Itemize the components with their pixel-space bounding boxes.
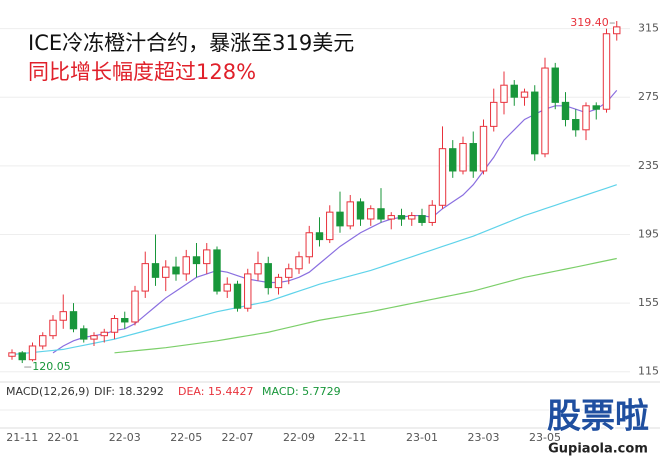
moving-average-line <box>11 184 617 356</box>
candle-body <box>151 263 160 278</box>
candle-body <box>356 201 365 220</box>
y-tick-label: 315 <box>638 22 659 35</box>
candle-body <box>49 319 57 337</box>
x-tick-label: 22-11 <box>334 431 366 444</box>
candle-body <box>59 311 67 321</box>
chart-title: ICE冷冻橙汁合约，暴涨至319美元 <box>28 31 354 55</box>
candle-body <box>100 331 108 337</box>
candle-body <box>182 256 190 275</box>
candle-body <box>69 311 78 330</box>
candle-body <box>305 232 313 258</box>
x-tick-label: 22-03 <box>109 431 141 444</box>
y-tick-label: 115 <box>638 365 659 378</box>
candle-body <box>346 201 354 227</box>
candle-body <box>172 266 180 275</box>
candle-body <box>500 84 508 103</box>
candle-body <box>213 249 221 292</box>
candle-body <box>479 125 488 172</box>
macd-dea: DEA: 15.4427 <box>178 385 253 398</box>
candle-body <box>285 268 293 278</box>
candle-body <box>244 273 252 309</box>
moving-average-line <box>114 257 617 354</box>
high-label: 319.40 <box>570 16 609 29</box>
candle-body <box>264 263 272 289</box>
candle-body <box>510 84 518 98</box>
watermark-brand: 股票啦 <box>547 397 649 437</box>
y-tick-label: 235 <box>638 159 659 172</box>
candle-body <box>490 101 498 127</box>
candle-body <box>449 148 457 172</box>
macd-title: MACD(12,26,9) <box>6 385 90 398</box>
candle-body <box>469 143 477 172</box>
x-tick-label: 21-11 <box>6 431 38 444</box>
candle-body <box>459 143 467 172</box>
y-tick-label: 155 <box>638 296 659 309</box>
candle-body <box>315 232 324 241</box>
macd-dif: DIF: 18.3292 <box>94 385 164 398</box>
candle-body <box>90 335 98 340</box>
candle-body <box>602 33 611 110</box>
candle-body <box>295 256 303 270</box>
candle-body <box>336 211 344 227</box>
candle-body <box>18 352 26 361</box>
candle-body <box>110 318 119 333</box>
low-label: 120.05 <box>32 360 71 373</box>
chart-subtitle: 同比增长幅度超过128% <box>28 60 256 84</box>
candle-body <box>8 352 16 357</box>
candle-body <box>551 67 559 103</box>
candle-body <box>438 148 447 206</box>
x-tick-label: 22-01 <box>47 431 79 444</box>
candle-body <box>326 211 334 241</box>
candle-body <box>520 91 529 98</box>
x-tick-label: 23-03 <box>468 431 500 444</box>
candle-body <box>613 26 621 35</box>
x-tick-label: 23-05 <box>529 431 561 444</box>
candle-body <box>377 208 385 220</box>
candle-body <box>572 119 580 131</box>
grid <box>0 28 630 373</box>
candle-body <box>28 345 37 361</box>
y-tick-label: 275 <box>638 90 659 103</box>
candle-body <box>141 263 149 292</box>
candle-body <box>397 215 406 220</box>
x-tick-label: 22-05 <box>170 431 202 444</box>
candle-body <box>223 283 231 292</box>
candle-body <box>408 215 416 220</box>
candle-body <box>531 91 539 155</box>
candle-body <box>80 328 88 340</box>
candle-body <box>192 256 201 265</box>
candle-body <box>418 215 426 223</box>
candle-body <box>131 290 139 323</box>
candle-body <box>367 208 375 220</box>
candle-body <box>254 263 262 275</box>
candle-body <box>428 204 436 223</box>
x-tick-label: 23-01 <box>406 431 438 444</box>
y-tick-label: 195 <box>638 227 659 240</box>
x-tick-label: 22-09 <box>283 431 315 444</box>
candle-body <box>592 105 600 110</box>
candle-body <box>162 266 170 278</box>
watermark-site: Gupiaola.com <box>548 442 648 457</box>
candle-body <box>121 318 129 323</box>
macd-value: MACD: 5.7729 <box>262 385 341 398</box>
candle-body <box>39 335 47 347</box>
candle-body <box>233 283 242 309</box>
candle-body <box>203 249 211 265</box>
moving-average-line <box>52 89 618 354</box>
candle-body <box>541 67 549 155</box>
x-tick-label: 22-07 <box>222 431 254 444</box>
candle-body <box>582 105 590 131</box>
candle-body <box>387 215 395 220</box>
candle-body <box>274 276 283 289</box>
candle-body <box>561 101 570 121</box>
